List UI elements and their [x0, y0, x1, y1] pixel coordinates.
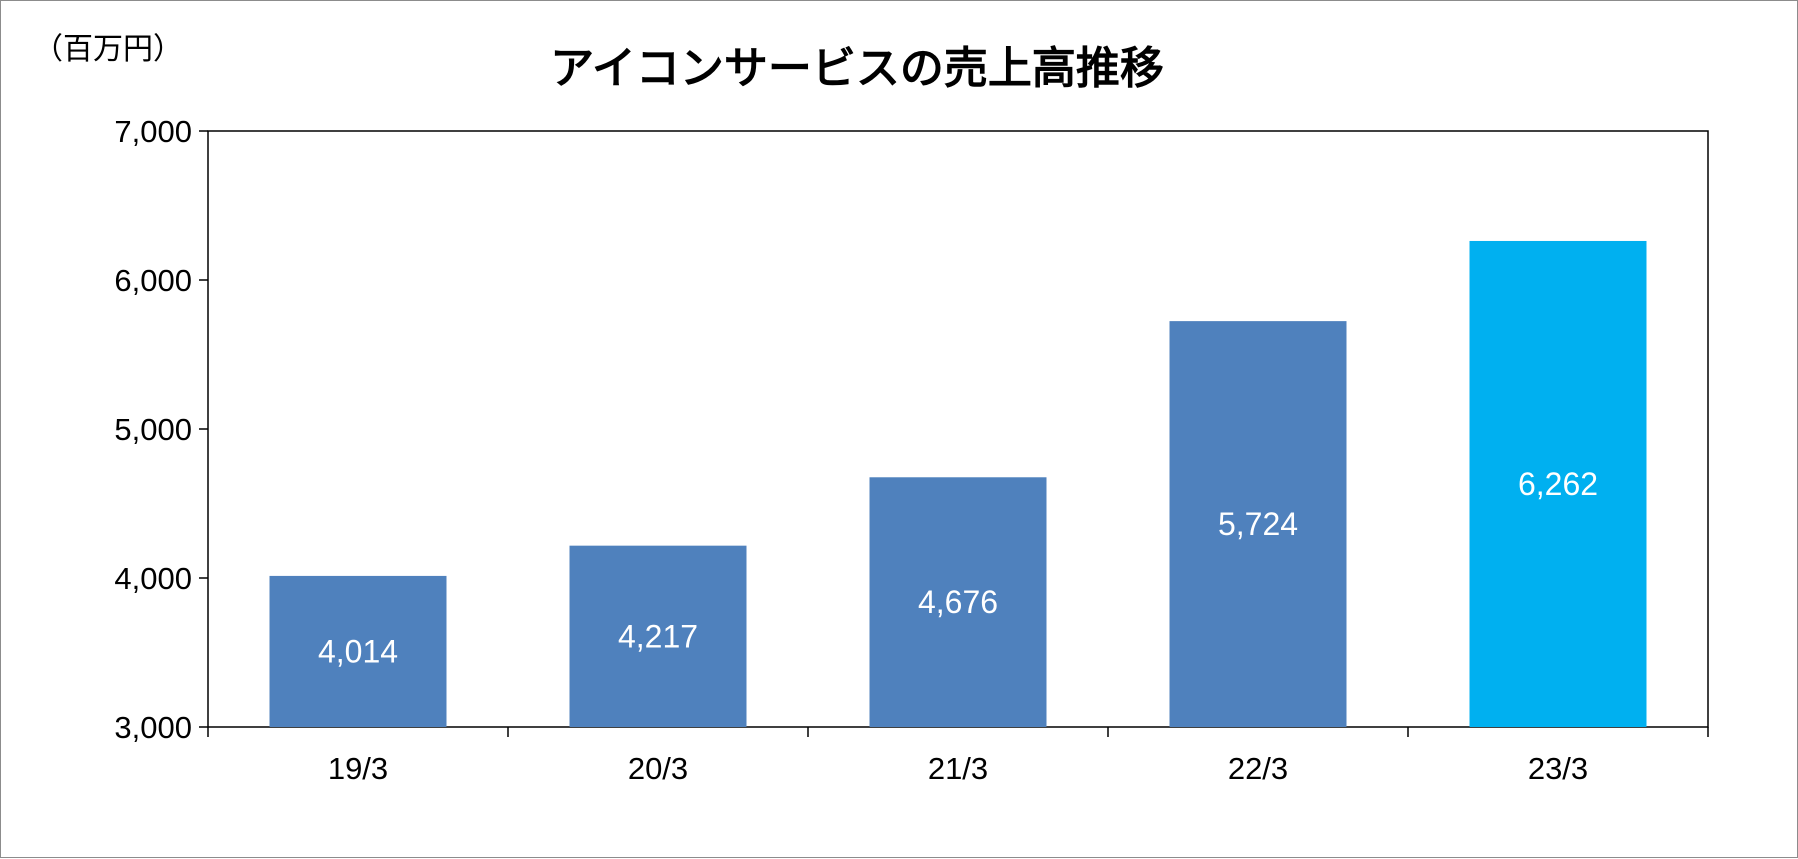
y-tick-label: 4,000 — [114, 561, 192, 596]
y-tick-label: 7,000 — [114, 114, 192, 149]
x-category-label: 21/3 — [928, 751, 988, 786]
bar-value-label: 6,262 — [1518, 466, 1598, 502]
x-axis: 19/3 20/3 21/3 22/3 23/3 — [207, 727, 1709, 786]
bar-value-label: 4,217 — [618, 618, 698, 654]
bar-19-3 — [269, 575, 447, 727]
x-category-label: 23/3 — [1528, 751, 1588, 786]
unit-label: （百万円） — [33, 32, 183, 67]
bar-22-3 — [1169, 321, 1347, 727]
y-tick-label: 3,000 — [114, 710, 192, 745]
bar-value-label: 5,724 — [1218, 506, 1298, 542]
bar-21-3 — [869, 477, 1047, 727]
bar-value-label: 4,676 — [918, 584, 998, 620]
x-category-label: 19/3 — [328, 751, 388, 786]
bar-23-3 — [1469, 240, 1647, 727]
x-category-label: 22/3 — [1228, 751, 1288, 786]
y-axis: 3,000 4,000 5,000 6,000 7,000 — [114, 114, 208, 745]
y-tick-label: 5,000 — [114, 412, 192, 447]
bar-20-3 — [569, 545, 747, 727]
y-tick-label: 6,000 — [114, 263, 192, 298]
bars-group: 4,014 4,217 4,676 5,724 6,262 — [269, 240, 1647, 727]
chart-title: アイコンサービスの売上高推移 — [550, 43, 1164, 94]
bar-value-label: 4,014 — [318, 633, 398, 669]
x-category-label: 20/3 — [628, 751, 688, 786]
